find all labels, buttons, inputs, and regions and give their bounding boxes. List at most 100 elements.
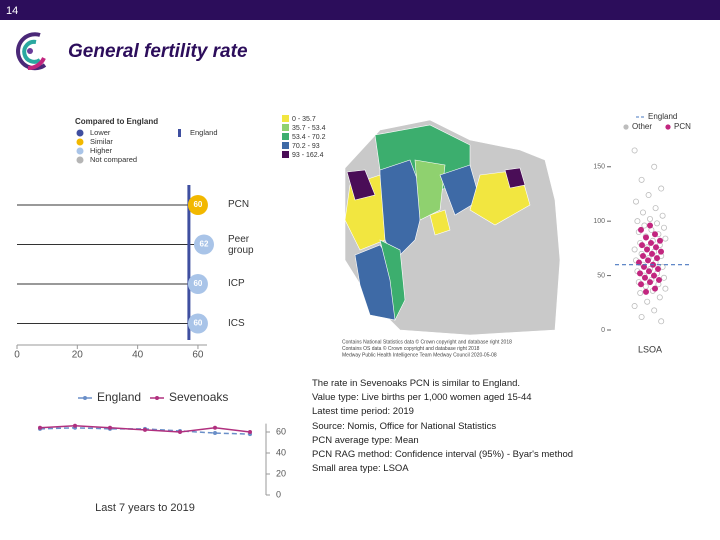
legend-swatch xyxy=(282,124,289,131)
map xyxy=(344,119,561,336)
point xyxy=(658,185,665,192)
y-tick-label: 40 xyxy=(276,447,286,457)
point xyxy=(642,283,649,290)
description-line: PCN average type: Mean xyxy=(312,434,419,446)
point xyxy=(648,239,655,246)
point xyxy=(653,244,660,251)
point xyxy=(631,246,638,253)
point xyxy=(651,163,658,170)
point xyxy=(645,192,652,199)
point xyxy=(658,248,665,255)
legend-label: 70.2 - 93 xyxy=(292,143,320,150)
y-tick-label: 20 xyxy=(276,468,286,478)
y-tick-label: 0 xyxy=(276,489,281,499)
legend-label: 93 - 162.4 xyxy=(292,152,324,159)
slide-number: 14 xyxy=(6,5,18,17)
point xyxy=(637,270,644,277)
legend-swatch xyxy=(83,396,87,400)
point xyxy=(662,235,669,242)
point xyxy=(654,220,661,227)
point xyxy=(631,303,638,310)
y-tick-label: 100 xyxy=(593,218,605,225)
point xyxy=(649,250,656,257)
category-label: Peer group xyxy=(228,233,254,256)
legend-swatch xyxy=(76,138,84,146)
legend-swatch xyxy=(665,124,671,130)
point xyxy=(654,255,661,262)
point xyxy=(634,218,641,225)
y-tick-label: 50 xyxy=(597,272,605,279)
value-label: 62 xyxy=(200,240,209,249)
y-tick-label: 150 xyxy=(593,164,605,171)
x-tick-label: 40 xyxy=(132,350,144,361)
point xyxy=(643,234,650,241)
legend-swatch xyxy=(623,124,629,130)
point xyxy=(644,298,651,305)
point xyxy=(652,231,659,238)
legend-swatch xyxy=(282,151,289,158)
value-label: 60 xyxy=(193,319,202,328)
dot xyxy=(187,274,208,294)
x-label: LSOA xyxy=(638,344,662,354)
header-bar xyxy=(0,0,720,20)
description-line: Source: Nomis, Office for National Stati… xyxy=(312,420,497,432)
point xyxy=(657,237,664,244)
point xyxy=(640,209,647,216)
point xyxy=(646,268,653,275)
legend-label: England xyxy=(97,390,141,404)
legend-label: 53.4 - 70.2 xyxy=(292,134,326,141)
y-tick-label: 60 xyxy=(276,426,286,436)
point xyxy=(638,226,645,233)
value-label: 60 xyxy=(193,200,202,209)
point xyxy=(651,272,658,279)
point xyxy=(659,212,666,219)
map-credit: Contains National Statistics data © Crow… xyxy=(342,338,512,345)
point xyxy=(656,276,663,283)
legend-label: England xyxy=(648,112,677,121)
dot xyxy=(187,195,208,215)
point xyxy=(248,430,252,434)
point xyxy=(633,198,640,205)
description-line: Small area type: LSOA xyxy=(312,463,409,475)
legend-label: Similar xyxy=(90,137,113,146)
description-line: The rate in Sevenoaks PCN is similar to … xyxy=(312,378,521,389)
point xyxy=(644,246,651,253)
legend-swatch xyxy=(76,156,84,164)
legend-label: 0 - 35.7 xyxy=(292,116,316,123)
point xyxy=(631,147,638,154)
point xyxy=(655,266,662,273)
legend-swatch xyxy=(282,142,289,149)
point xyxy=(645,257,652,264)
description-line: Value type: Live births per 1,000 women … xyxy=(312,392,532,404)
x-tick-label: 60 xyxy=(192,350,204,361)
legend-label: Higher xyxy=(90,146,113,155)
map-credit: Medway Public Health Intelligence Team M… xyxy=(342,352,497,358)
point xyxy=(642,274,649,281)
x-tick-label: 0 xyxy=(14,350,20,361)
value-label: 60 xyxy=(193,279,202,288)
point xyxy=(652,205,659,212)
legend-label: 35.7 - 53.4 xyxy=(292,125,326,132)
legend-label: Sevenoaks xyxy=(169,390,228,404)
legend-swatch xyxy=(282,115,289,122)
point xyxy=(143,427,147,432)
legend-swatch xyxy=(178,129,181,137)
y-tick-label: 0 xyxy=(601,327,605,334)
point xyxy=(647,215,654,222)
map-credit: Contains OS data © Crown copyright and d… xyxy=(342,345,480,352)
point xyxy=(108,425,112,430)
point xyxy=(647,222,654,229)
slide-title: General fertility rate xyxy=(68,41,248,62)
category-label: PCN xyxy=(228,199,250,210)
point xyxy=(38,425,42,430)
legend-swatch xyxy=(155,396,159,400)
point xyxy=(656,294,663,301)
point xyxy=(651,307,658,314)
point xyxy=(662,285,669,292)
legend-label: Not compared xyxy=(90,155,137,164)
point xyxy=(658,318,665,325)
legend-label: Other xyxy=(632,122,652,131)
legend-label: England xyxy=(190,128,218,137)
point xyxy=(661,224,668,231)
